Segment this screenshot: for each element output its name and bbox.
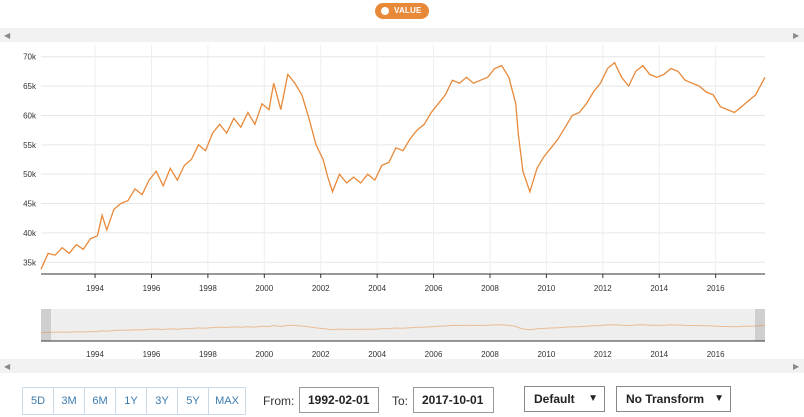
scroll-left-icon[interactable]: ◀	[4, 31, 11, 40]
x-tick-label: 2004	[368, 284, 386, 293]
navigator-x-ticks: 1994 1996 1998 2000 2002 2004 2006 2008 2010 2012…	[86, 350, 725, 359]
x-tick-label: 2012	[594, 284, 612, 293]
chevron-down-icon: ▼	[588, 393, 598, 404]
scroll-right-bottom-icon[interactable]: ▶	[793, 362, 800, 371]
x-tick-label: 1994	[86, 284, 104, 293]
to-date-input[interactable]: 2017-10-01	[413, 387, 494, 413]
navigator-x-tick-label: 2012	[594, 350, 612, 359]
y-axis-ticks: 35k 40k 45k 50k 55k 60k 65k 70k	[23, 53, 37, 268]
navigator-series-line	[40, 324, 766, 334]
navigator-x-tick-label: 1994	[86, 350, 104, 359]
navigator-x-tick-label: 2014	[650, 350, 668, 359]
x-tick-label: 1996	[143, 284, 161, 293]
range-1y-button[interactable]: 1Y	[116, 388, 147, 414]
transform-select[interactable]: No Transform ▼	[616, 386, 731, 412]
navigator-x-tick-label: 1998	[199, 350, 217, 359]
navigator-x-tick-label: 2002	[312, 350, 330, 359]
legend-value-toggle[interactable]: VALUE	[375, 3, 429, 19]
y-tick-label: 45k	[23, 200, 37, 209]
scroll-left-bottom-icon[interactable]: ◀	[4, 362, 11, 371]
legend-label: VALUE	[394, 6, 422, 15]
transform-select-value: No Transform	[626, 392, 705, 406]
y-tick-label: 60k	[23, 111, 37, 120]
navigator-x-tick-label: 2000	[255, 350, 273, 359]
x-tick-label: 2000	[255, 284, 273, 293]
from-label: From:	[263, 394, 295, 408]
navigator-x-tick-label: 2008	[481, 350, 499, 359]
range-5d-button[interactable]: 5D	[23, 388, 54, 414]
range-6m-button[interactable]: 6M	[85, 388, 116, 414]
x-axis-ticks: 1994 1996 1998 2000 2002 2004 2006 2008 2010 2012…	[86, 274, 725, 293]
y-tick-label: 40k	[23, 229, 37, 238]
series-line-value	[40, 61, 766, 270]
bottom-scroll-band[interactable]	[0, 359, 804, 373]
navigator-x-tick-label: 2006	[425, 350, 443, 359]
x-tick-label: 2008	[481, 284, 499, 293]
navigator[interactable]: 1994 1996 1998 2000 2002 2004 2006 2008 2010 2012…	[0, 305, 804, 360]
top-scroll-band[interactable]	[0, 28, 804, 42]
range-3y-button[interactable]: 3Y	[147, 388, 178, 414]
frequency-select-value: Default	[534, 392, 575, 406]
from-date-input[interactable]: 1992-02-01	[299, 387, 379, 413]
range-5y-button[interactable]: 5Y	[178, 388, 209, 414]
navigator-x-tick-label: 2016	[707, 350, 725, 359]
x-tick-label: 2002	[312, 284, 330, 293]
y-tick-label: 35k	[23, 258, 37, 267]
main-chart[interactable]: 35k 40k 45k 50k 55k 60k 65k 70k 1994 1996 1998 200…	[0, 40, 804, 302]
range-button-group: 5D 3M 6M 1Y 3Y 5Y MAX	[22, 387, 246, 415]
navigator-right-handle[interactable]	[755, 309, 765, 341]
y-tick-label: 55k	[23, 141, 37, 150]
to-label: To:	[392, 394, 409, 408]
frequency-select[interactable]: Default ▼	[524, 386, 605, 412]
x-tick-label: 2006	[425, 284, 443, 293]
x-tick-label: 1998	[199, 284, 217, 293]
navigator-x-tick-label: 2004	[368, 350, 386, 359]
x-tick-label: 2010	[537, 284, 555, 293]
controls-bar: 5D 3M 6M 1Y 3Y 5Y MAX From: 1992-02-01 T…	[0, 384, 804, 415]
navigator-x-tick-label: 1996	[143, 350, 161, 359]
navigator-x-tick-label: 2010	[537, 350, 555, 359]
range-3m-button[interactable]: 3M	[54, 388, 85, 414]
x-tick-label: 2014	[650, 284, 668, 293]
y-tick-label: 65k	[23, 82, 37, 91]
range-max-button[interactable]: MAX	[215, 395, 239, 407]
scroll-right-icon[interactable]: ▶	[793, 31, 800, 40]
legend-dot-icon	[381, 7, 389, 15]
y-tick-label: 70k	[23, 53, 37, 62]
grid-lines	[41, 45, 765, 274]
chevron-down-icon: ▼	[714, 393, 724, 404]
y-tick-label: 50k	[23, 170, 37, 179]
x-tick-label: 2016	[707, 284, 725, 293]
navigator-left-handle[interactable]	[41, 309, 51, 341]
